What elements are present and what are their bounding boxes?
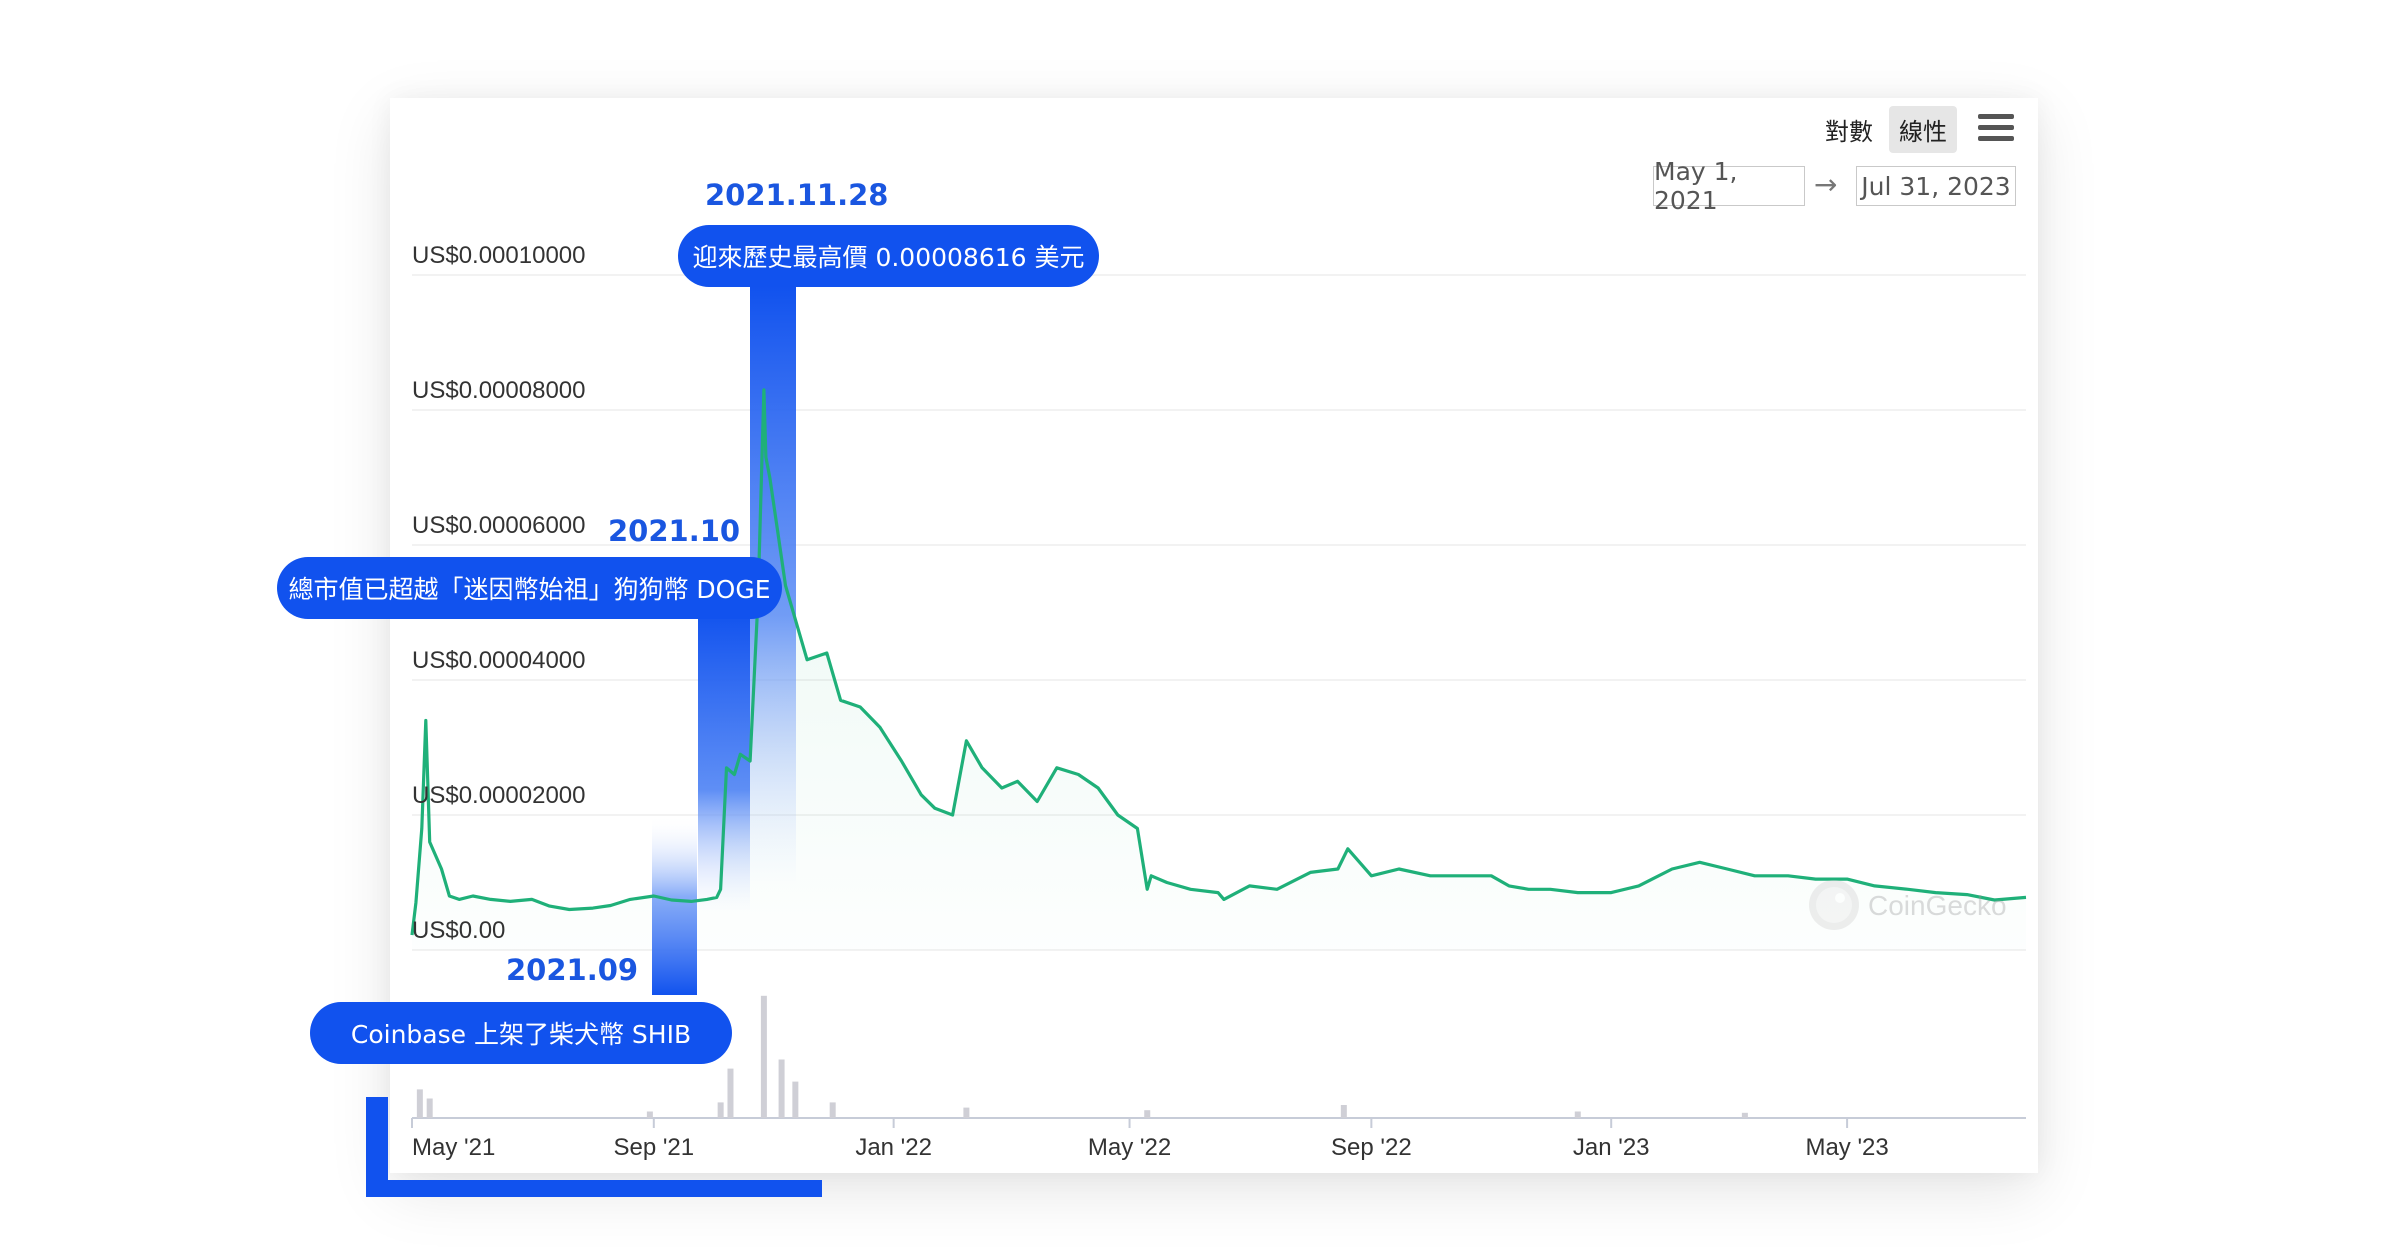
menu-icon[interactable] — [1978, 114, 2014, 144]
x-tick-label: Jan '23 — [1573, 1134, 1650, 1161]
volume-bar — [778, 1059, 785, 1118]
log-scale-button[interactable]: 對數 — [1825, 117, 1873, 146]
volume-bar — [1340, 1105, 1347, 1118]
volume-bar — [416, 1089, 423, 1118]
volume-bar — [727, 1068, 734, 1118]
annotation-coinbase: Coinbase 上架了柴犬幣 SHIB — [310, 1002, 732, 1064]
date-to-input[interactable]: Jul 31, 2023 — [1856, 166, 2016, 206]
volume-bar — [792, 1081, 799, 1118]
x-tick-label: May '23 — [1805, 1134, 1888, 1161]
y-tick-label: US$0.00004000 — [412, 647, 585, 674]
volume-bar — [646, 1111, 653, 1118]
volume-bar — [760, 995, 767, 1118]
volume-bar — [717, 1102, 724, 1118]
x-tick-label: May '21 — [412, 1134, 495, 1161]
linear-scale-button[interactable]: 線性 — [1889, 105, 1957, 153]
annotation-ath: 迎來歷史最高價 0.00008616 美元 — [678, 225, 1099, 287]
x-tick-label: Sep '21 — [613, 1134, 694, 1161]
annotation-doge: 總市值已超越「迷因幣始祖」狗狗幣 DOGE — [277, 557, 782, 619]
date-range-arrow: → — [1814, 168, 1838, 201]
decor-corner-horizontal — [366, 1180, 822, 1197]
volume-bar — [829, 1102, 836, 1118]
volume-bar — [1574, 1111, 1581, 1118]
annotation-date-coinbase: 2021.09 — [506, 953, 639, 987]
volume-bar — [1741, 1112, 1748, 1118]
x-tick-label: May '22 — [1088, 1134, 1171, 1161]
coingecko-watermark: CoinGecko — [1809, 880, 2007, 930]
highlight-bar-coinbase — [652, 815, 697, 995]
x-tick-label: Jan '22 — [855, 1134, 932, 1161]
decor-corner-vertical — [366, 1097, 388, 1197]
y-tick-label: US$0.00008000 — [412, 377, 585, 404]
x-tick-label: Sep '22 — [1331, 1134, 1412, 1161]
y-tick-label: US$0.00006000 — [412, 512, 585, 539]
highlight-bar-doge — [698, 610, 750, 910]
scale-toggle: 對數 線性 — [1815, 105, 1957, 153]
annotation-date-ath: 2021.11.28 — [705, 178, 889, 212]
volume-bar — [963, 1107, 970, 1118]
price-area — [412, 389, 2026, 950]
watermark-text: CoinGecko — [1868, 890, 2007, 921]
price-line — [410, 388, 2027, 936]
y-tick-label: US$0.00 — [412, 917, 505, 944]
volume-bar — [1144, 1110, 1151, 1118]
y-tick-label: US$0.00002000 — [412, 782, 585, 809]
volume-bar — [426, 1098, 433, 1118]
annotation-date-doge: 2021.10 — [608, 514, 741, 548]
y-tick-label: US$0.00010000 — [412, 242, 585, 269]
